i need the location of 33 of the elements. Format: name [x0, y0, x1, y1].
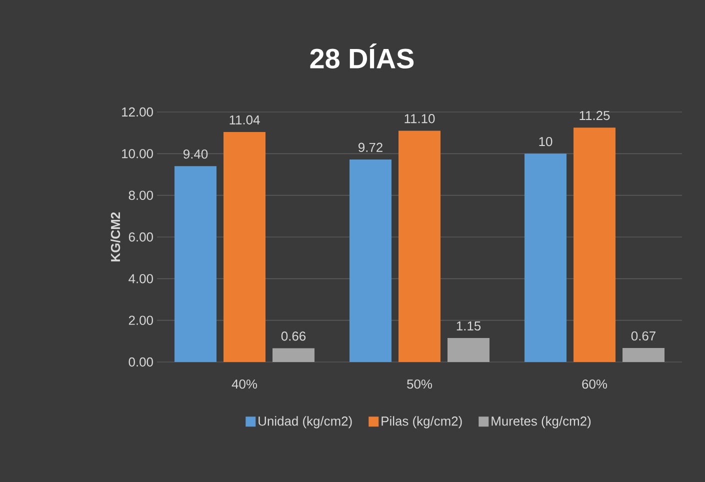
data-label: 9.72	[358, 142, 382, 152]
bar	[524, 154, 567, 362]
data-label: 11.04	[230, 115, 260, 124]
x-tick-label: 50%	[407, 380, 432, 389]
y-tick-label: 2.00	[128, 316, 153, 325]
bar	[224, 132, 266, 362]
legend-label: Pilas (kg/cm2)	[382, 416, 462, 428]
x-tick-label: 40%	[232, 380, 258, 389]
data-label: 11.25	[580, 110, 610, 120]
legend-label: Muretes (kg/cm2)	[492, 416, 591, 428]
bar	[448, 338, 490, 362]
y-tick-label: 6.00	[128, 232, 153, 242]
data-label: 11.10	[404, 114, 435, 124]
data-label: 10	[539, 136, 552, 146]
bar	[272, 348, 315, 362]
y-tick-label: 0.00	[128, 357, 153, 367]
data-label: 0.67	[631, 331, 656, 341]
bar	[622, 348, 665, 362]
y-tick-label: 12.00	[122, 107, 153, 117]
legend-label: Unidad (kg/cm2)	[258, 416, 352, 428]
bar	[350, 159, 392, 362]
data-label: 9.40	[184, 149, 208, 159]
bar	[174, 166, 217, 362]
y-axis-title: KG/CM2	[110, 212, 120, 262]
y-tick-label: 10.00	[122, 149, 153, 158]
data-label: 1.15	[456, 321, 481, 331]
y-tick-label: 8.00	[128, 190, 153, 200]
bar	[574, 128, 616, 362]
chart-title: 28 DÍAS	[310, 44, 414, 68]
data-label: 0.66	[281, 332, 306, 341]
bar	[398, 130, 441, 362]
y-tick-label: 4.00	[128, 274, 153, 284]
x-tick-label: 60%	[582, 380, 608, 389]
